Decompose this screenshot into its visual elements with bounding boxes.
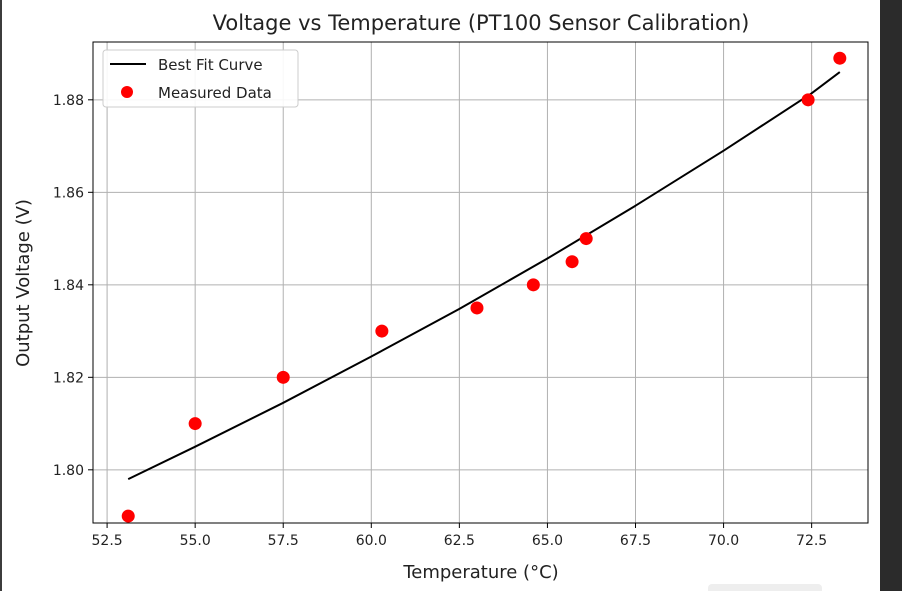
chart-title: Voltage vs Temperature (PT100 Sensor Cal… [213,11,750,35]
x-tick-label: 57.5 [268,533,299,549]
legend-measured-swatch [121,86,133,98]
measured-data-point [565,255,579,269]
x-tick-label: 67.5 [620,533,651,549]
x-tick-label: 55.0 [180,533,211,549]
x-tick-label: 52.5 [92,533,123,549]
legend-best-fit-label: Best Fit Curve [158,56,263,74]
y-axis-label: Output Voltage (V) [13,199,34,367]
x-axis: 52.5 55.0 57.5 60.0 62.5 65.0 67.5 70.0 72.5 [92,523,827,549]
measured-data-point [121,509,135,523]
x-tick-label: 72.5 [796,533,827,549]
y-tick-label: 1.82 [53,370,84,386]
best-fit-curve-line [127,71,841,481]
plot-area-frame [92,41,869,524]
x-axis-label: Temperature (°C) [402,562,558,583]
measured-data-point [526,278,540,292]
x-tick-label: 62.5 [444,533,475,549]
chart: Voltage vs Temperature (PT100 Sensor Cal… [13,11,869,583]
legend: Best Fit Curve Measured Data [102,49,299,108]
bottom-tab [708,584,822,591]
measured-data-point [188,417,202,431]
y-tick-label: 1.84 [53,278,84,294]
measured-data-points [121,51,847,523]
measured-data-point [470,301,484,315]
y-tick-label: 1.86 [53,185,84,201]
y-tick-label: 1.80 [53,463,84,479]
measured-data-point [833,51,847,65]
x-tick-label: 70.0 [708,533,739,549]
measured-data-point [276,370,290,384]
y-tick-label: 1.88 [53,93,84,109]
measured-data-point [801,93,815,107]
x-tick-label: 60.0 [356,533,387,549]
x-tick-label: 65.0 [532,533,563,549]
measured-data-point [579,232,593,246]
legend-measured-label: Measured Data [158,84,272,102]
y-axis: 1.80 1.82 1.84 1.86 1.88 [53,93,93,479]
side-panel-strip [880,0,902,591]
legend-box [102,49,299,108]
window-left-edge [0,0,2,591]
chart-grid [93,42,868,523]
measured-data-point [375,324,389,338]
